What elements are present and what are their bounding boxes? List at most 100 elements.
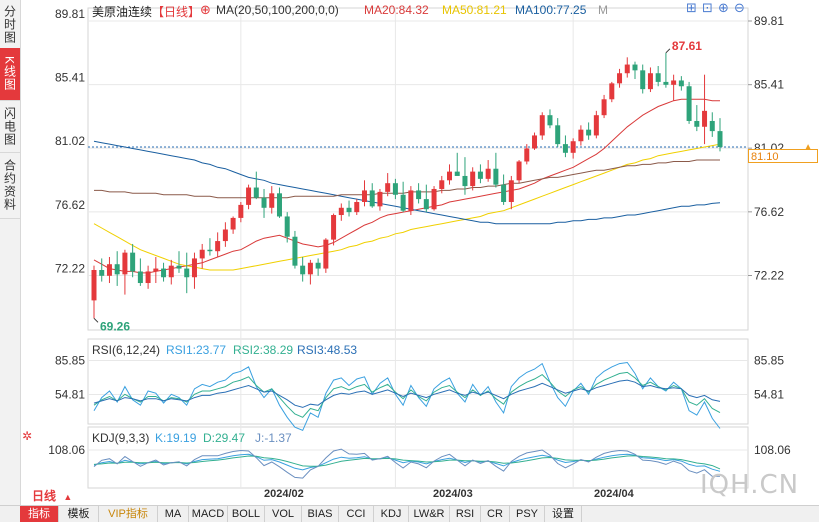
candle-body	[307, 262, 313, 275]
gear-icon[interactable]: ✲	[22, 429, 33, 443]
candle-body	[269, 193, 275, 208]
kline-chart[interactable]: 89.8189.8185.4185.4181.0281.0276.6276.62…	[0, 0, 819, 505]
candle-body	[385, 183, 391, 192]
candle-body	[261, 197, 267, 208]
price-tick-label-left: 81.02	[55, 134, 85, 148]
tab-vip-indicator[interactable]: VIP指标	[99, 506, 158, 522]
rsi-params-label[interactable]: RSI(6,12,24)	[92, 343, 161, 357]
period-tag[interactable]: 【日线】	[152, 5, 201, 19]
candle-body	[570, 141, 576, 153]
price-tick-label: 76.62	[754, 205, 784, 219]
candle-body	[686, 86, 692, 121]
x-tick-label: 2024/04	[594, 488, 634, 500]
candle-body	[593, 115, 599, 136]
tab-macd[interactable]: MACD	[189, 506, 228, 522]
candle-body	[323, 239, 329, 269]
kdj-params-label[interactable]: KDJ(9,3,3)	[92, 431, 150, 445]
candle-body	[230, 217, 236, 230]
candle-body	[647, 73, 653, 90]
candle-body	[539, 115, 545, 136]
candle-body	[547, 115, 553, 126]
ma-line-ma50	[93, 143, 721, 271]
kdj-j-value: J:-1.37	[255, 431, 292, 445]
tab-template[interactable]: 模板	[59, 506, 99, 522]
tab-psy[interactable]: PSY	[510, 506, 545, 522]
price-tick-label-left: 89.81	[55, 7, 85, 21]
zoom-out-icon[interactable]: ⊖	[734, 0, 745, 15]
tab-ma[interactable]: MA	[158, 506, 189, 522]
kdj-line-j	[93, 448, 721, 479]
tab-vol[interactable]: VOL	[265, 506, 302, 522]
candle-body	[601, 99, 607, 116]
price-tick-label-left: 76.62	[55, 198, 85, 212]
tab-kline[interactable]: K线图	[0, 48, 20, 101]
candle-body	[338, 207, 344, 216]
kdj-panel-frame	[87, 426, 749, 489]
ma-line-ma100	[93, 140, 721, 225]
kdj-d-value: D:29.47	[203, 431, 246, 445]
candle-body	[717, 131, 723, 148]
price-tick-label: 89.81	[754, 14, 784, 28]
candle-body	[485, 168, 491, 179]
rsi2-value: RSI2:38.29	[233, 343, 294, 357]
tab-kdj[interactable]: KDJ	[374, 506, 409, 522]
ma-params-label[interactable]: MA(20,50,100,200,0,0)	[216, 3, 339, 17]
rsi-tick-label-left: 85.85	[55, 354, 85, 368]
candle-body	[524, 148, 530, 162]
period-label: 日线	[32, 489, 57, 503]
price-tick-label-left: 72.22	[55, 262, 85, 276]
candle-body	[655, 73, 661, 82]
rsi-tick-label: 54.81	[754, 388, 784, 402]
kdj-k-value: K:19.19	[155, 431, 197, 445]
candle-body	[106, 264, 112, 276]
tab-lwr[interactable]: LW&R	[409, 506, 450, 522]
candle-body	[153, 268, 159, 272]
period-select-button[interactable]: 日线 ▲	[20, 488, 82, 505]
fit-icon[interactable]: ⊡	[702, 0, 713, 15]
zoom-in-icon[interactable]: ⊕	[718, 0, 729, 15]
m-toggle[interactable]: M	[598, 3, 608, 17]
price-tick-label: 85.41	[754, 78, 784, 92]
candle-body	[609, 83, 615, 100]
candle-body	[408, 190, 414, 211]
tab-cci[interactable]: CCI	[339, 506, 374, 522]
tab-flash[interactable]: 闪电图	[0, 100, 20, 153]
caret-up-icon: ▲	[63, 492, 73, 502]
kdj-tick-label-left: 108.06	[48, 443, 85, 457]
tab-cr[interactable]: CR	[481, 506, 510, 522]
candle-body	[555, 125, 561, 145]
candle-body	[346, 207, 352, 213]
candle-body	[501, 184, 507, 203]
candle-body	[439, 180, 445, 189]
kdj-line-k	[93, 453, 721, 472]
kdj-tick-label: 108.06	[754, 443, 791, 457]
candle-body	[447, 171, 453, 181]
ma20-value: MA20:84.32	[364, 3, 429, 17]
tab-boll[interactable]: BOLL	[228, 506, 265, 522]
tab-bias[interactable]: BIAS	[302, 506, 339, 522]
candle-body	[454, 171, 460, 176]
candle-body	[168, 265, 174, 278]
price-tick-label-left: 85.41	[55, 71, 85, 85]
candle-body	[137, 271, 143, 284]
candle-body	[508, 180, 514, 203]
grid-icon[interactable]: ⊞	[686, 0, 697, 15]
plus-circle-icon[interactable]: ⊕	[200, 2, 211, 17]
candle-body	[176, 265, 182, 269]
tab-settings[interactable]: 设置	[545, 506, 582, 522]
candle-body	[624, 64, 630, 74]
tab-rsi[interactable]: RSI	[450, 506, 481, 522]
candle-body	[477, 171, 483, 179]
tab-indicator[interactable]: 指标	[20, 506, 59, 522]
tab-contract-info[interactable]: 合约资料	[0, 152, 20, 219]
kdj-line-d	[93, 455, 721, 470]
candle-body	[632, 64, 638, 71]
candle-body	[377, 191, 383, 207]
candle-body	[238, 204, 244, 218]
instrument-title: 美原油连续	[92, 5, 153, 19]
candle-body	[114, 264, 120, 275]
candle-body	[161, 268, 167, 278]
rsi-line-rsi3	[93, 379, 721, 408]
candle-body	[416, 190, 422, 200]
candle-body	[284, 216, 290, 237]
